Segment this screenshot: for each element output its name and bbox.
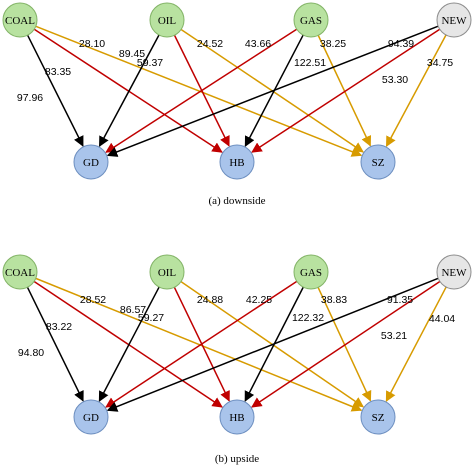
edge-label-oil-to-gd: 86.57 (120, 304, 146, 316)
edge-coal-to-hb (33, 280, 223, 408)
node-label: GD (83, 157, 99, 169)
target-node-gd: GD (73, 399, 109, 435)
edge-coal-to-hb (33, 28, 223, 153)
edge-oil-to-gd (98, 286, 160, 402)
target-node-hb: HB (219, 144, 255, 180)
node-label: COAL (5, 267, 35, 279)
node-label: GAS (300, 267, 322, 279)
edge-label-coal-to-gd: 97.96 (17, 92, 43, 104)
source-node-new: NEW (436, 2, 472, 38)
target-node-sz: SZ (360, 144, 396, 180)
edge-label-new-to-gd: 91.35 (387, 294, 413, 306)
edge-coal-to-gd (26, 286, 84, 402)
edge-label-oil-to-hb: 59.37 (137, 57, 163, 69)
target-node-sz: SZ (360, 399, 396, 435)
edge-coal-to-sz (35, 25, 363, 157)
node-circle (149, 2, 185, 38)
edge-label-gas-to-gd: 42.25 (246, 294, 272, 306)
node-label: HB (229, 412, 244, 424)
source-node-oil: OIL (149, 254, 185, 290)
edge-label-oil-to-sz: 24.52 (197, 38, 223, 50)
edge-label-gas-to-hb: 122.51 (294, 57, 326, 69)
source-node-gas: GAS (293, 254, 329, 290)
node-circle (293, 2, 329, 38)
node-label: HB (229, 157, 244, 169)
target-node-gd: GD (73, 144, 109, 180)
edge-label-new-to-hb: 53.21 (381, 330, 407, 342)
source-node-new: NEW (436, 254, 472, 290)
edge-label-new-to-gd: 94.39 (388, 38, 414, 50)
edge-label-oil-to-gd: 89.45 (119, 48, 145, 60)
edge-oil-to-gd (98, 34, 160, 148)
edge-label-coal-to-hb: 83.22 (46, 321, 72, 333)
edge-new-to-hb (251, 28, 441, 153)
edge-label-coal-to-gd: 94.80 (18, 347, 44, 359)
node-circle (293, 254, 329, 290)
source-node-coal: COAL (2, 254, 38, 290)
edge-gas-to-sz (317, 287, 372, 402)
node-label: GAS (300, 15, 322, 27)
edge-label-coal-to-sz: 28.10 (79, 38, 105, 50)
node-label: GD (83, 412, 99, 424)
edge-new-to-gd (106, 25, 439, 157)
node-label: OIL (158, 267, 177, 279)
node-circle (73, 399, 109, 435)
source-node-oil: OIL (149, 2, 185, 38)
panel-caption: (a) downside (208, 195, 265, 207)
source-node-gas: GAS (293, 2, 329, 38)
edge-label-oil-to-hb: 59.27 (138, 312, 164, 324)
edge-new-to-sz (385, 34, 447, 148)
node-circle (360, 144, 396, 180)
node-circle (73, 144, 109, 180)
node-circle (219, 399, 255, 435)
edge-label-new-to-sz: 34.75 (427, 57, 453, 69)
edge-coal-to-sz (35, 277, 363, 412)
edge-label-gas-to-sz: 38.25 (320, 38, 346, 50)
edge-label-oil-to-sz: 24.88 (197, 294, 223, 306)
edge-label-new-to-sz: 44.04 (429, 313, 455, 325)
node-label: SZ (372, 412, 385, 424)
edge-label-gas-to-sz: 38.83 (321, 294, 347, 306)
node-label: COAL (5, 15, 35, 27)
edge-label-gas-to-gd: 43.66 (245, 38, 271, 50)
edge-gas-to-gd (105, 28, 298, 153)
edge-gas-to-sz (317, 35, 372, 147)
edges (26, 277, 447, 412)
edge-new-to-sz (385, 286, 447, 402)
node-circle (219, 144, 255, 180)
node-label: NEW (441, 267, 467, 279)
edge-coal-to-gd (26, 34, 84, 147)
edge-label-coal-to-hb: 83.35 (45, 66, 71, 78)
node-circle (436, 2, 472, 38)
edge-label-new-to-hb: 53.30 (382, 74, 408, 86)
panel-caption: (b) upside (215, 453, 259, 465)
edge-new-to-hb (251, 280, 441, 408)
node-circle (360, 399, 396, 435)
node-circle (2, 2, 38, 38)
node-circle (2, 254, 38, 290)
edge-label-gas-to-hb: 122.32 (292, 312, 324, 324)
node-label: NEW (441, 15, 467, 27)
node-circle (436, 254, 472, 290)
node-circle (149, 254, 185, 290)
node-label: OIL (158, 15, 177, 27)
source-node-coal: COAL (2, 2, 38, 38)
edge-gas-to-gd (105, 280, 298, 408)
edge-new-to-gd (106, 277, 439, 412)
edges (26, 25, 447, 157)
edge-label-coal-to-sz: 28.52 (80, 294, 106, 306)
target-node-hb: HB (219, 399, 255, 435)
node-label: SZ (372, 157, 385, 169)
